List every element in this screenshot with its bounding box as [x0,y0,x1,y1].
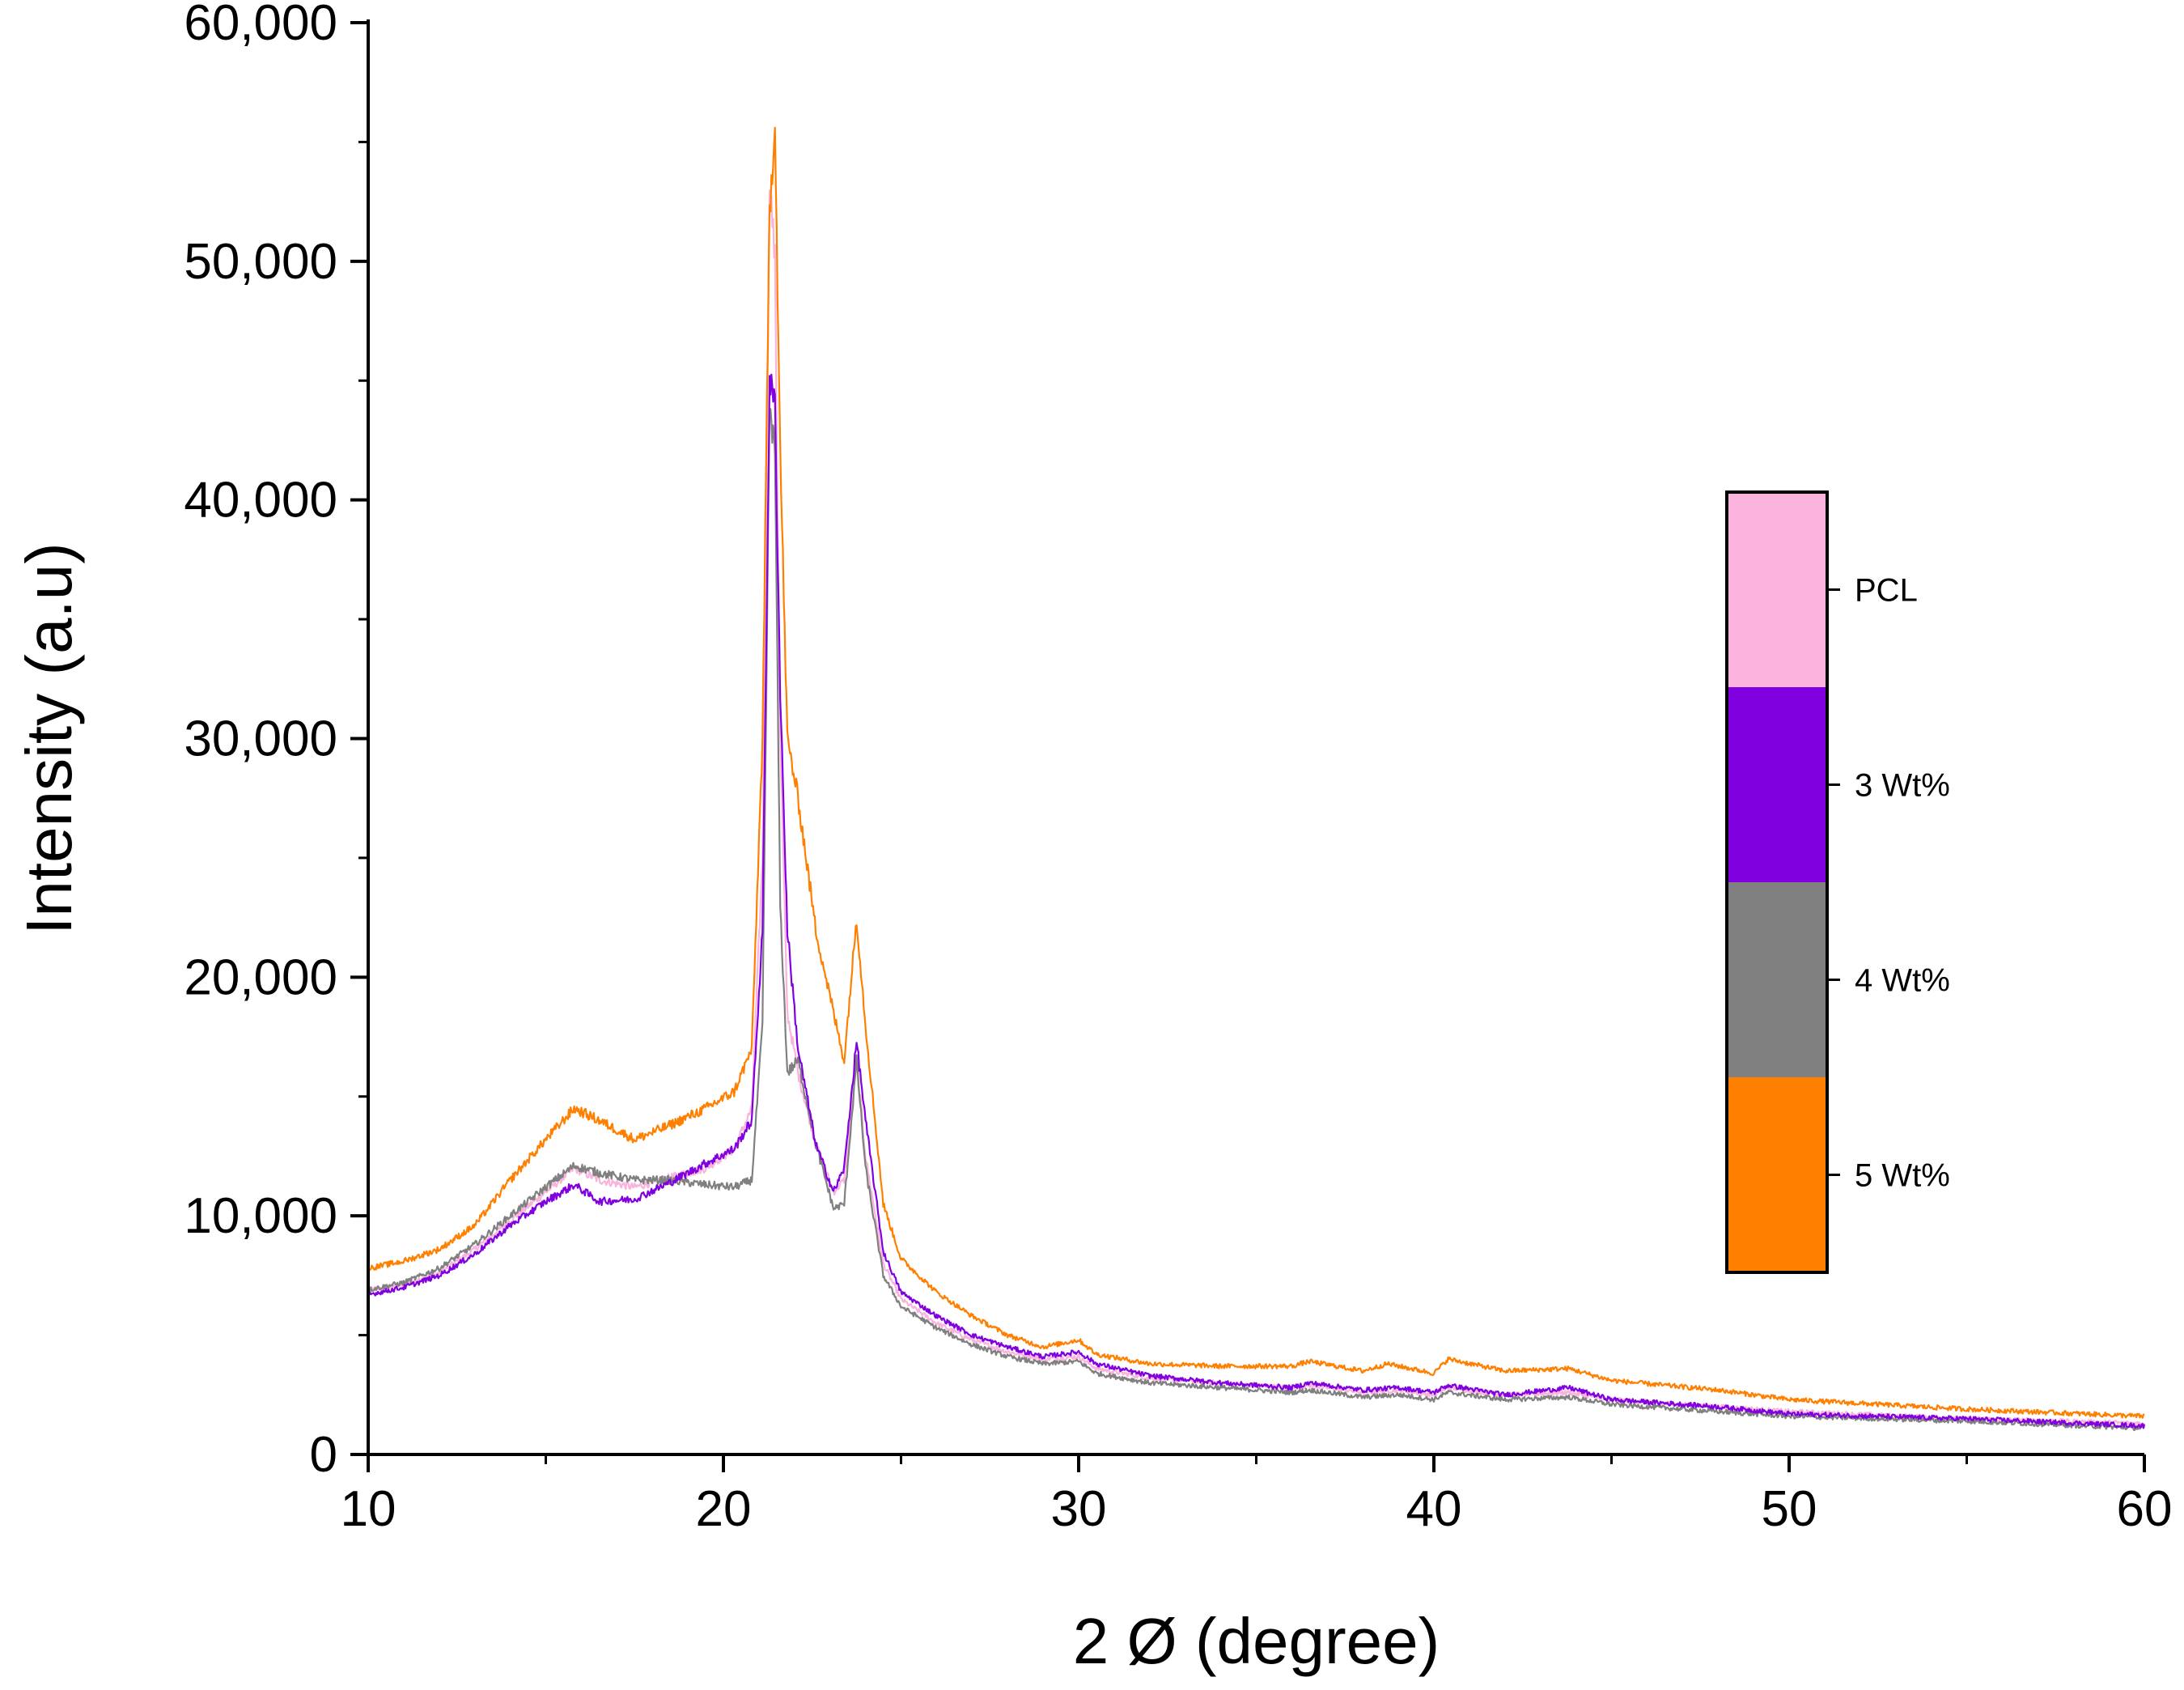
legend-label: PCL [1855,573,1918,609]
x-tick-label: 30 [1051,1481,1107,1537]
legend-swatch [1727,882,1827,1077]
series-layer [367,126,2146,1432]
axes: 0 10,000 20,000 30,000 40,000 50,000 60,000 10 2… [184,0,2172,1537]
y-tick-label: 40,000 [184,473,337,529]
legend: PCL 3 Wt% 4 Wt% 5 Wt% [1725,490,1950,1274]
x-tick-label: 10 [341,1481,397,1537]
y-tick-label: 10,000 [184,1188,337,1244]
x-tick-label: 20 [696,1481,752,1537]
series-line-5-wt- [367,126,2145,1419]
x-tick-label: 50 [1762,1481,1817,1537]
x-axis-title: 2 Ø (degree) [1073,1605,1440,1677]
legend-swatch [1727,492,1827,687]
series-line-3-wt- [367,373,2146,1429]
legend-frame [1725,490,1829,1274]
x-tick-label: 60 [2117,1481,2173,1537]
legend-label: 3 Wt% [1855,768,1950,804]
y-axis-title: Intensity (a.u) [13,542,85,935]
y-tick-label: 20,000 [184,949,337,1005]
y-tick-label: 50,000 [184,234,337,290]
legend-label: 4 Wt% [1855,963,1950,999]
y-tick-label: 60,000 [184,0,337,51]
legend-swatch [1727,687,1827,882]
y-tick-label: 30,000 [184,711,337,767]
y-tick-label: 0 [310,1427,337,1483]
legend-swatch [1727,1077,1827,1272]
series-line-pcl [367,189,2145,1427]
x-tick-label: 40 [1406,1481,1462,1537]
series-line-4-wt- [367,408,2145,1432]
legend-label: 5 Wt% [1855,1158,1950,1194]
